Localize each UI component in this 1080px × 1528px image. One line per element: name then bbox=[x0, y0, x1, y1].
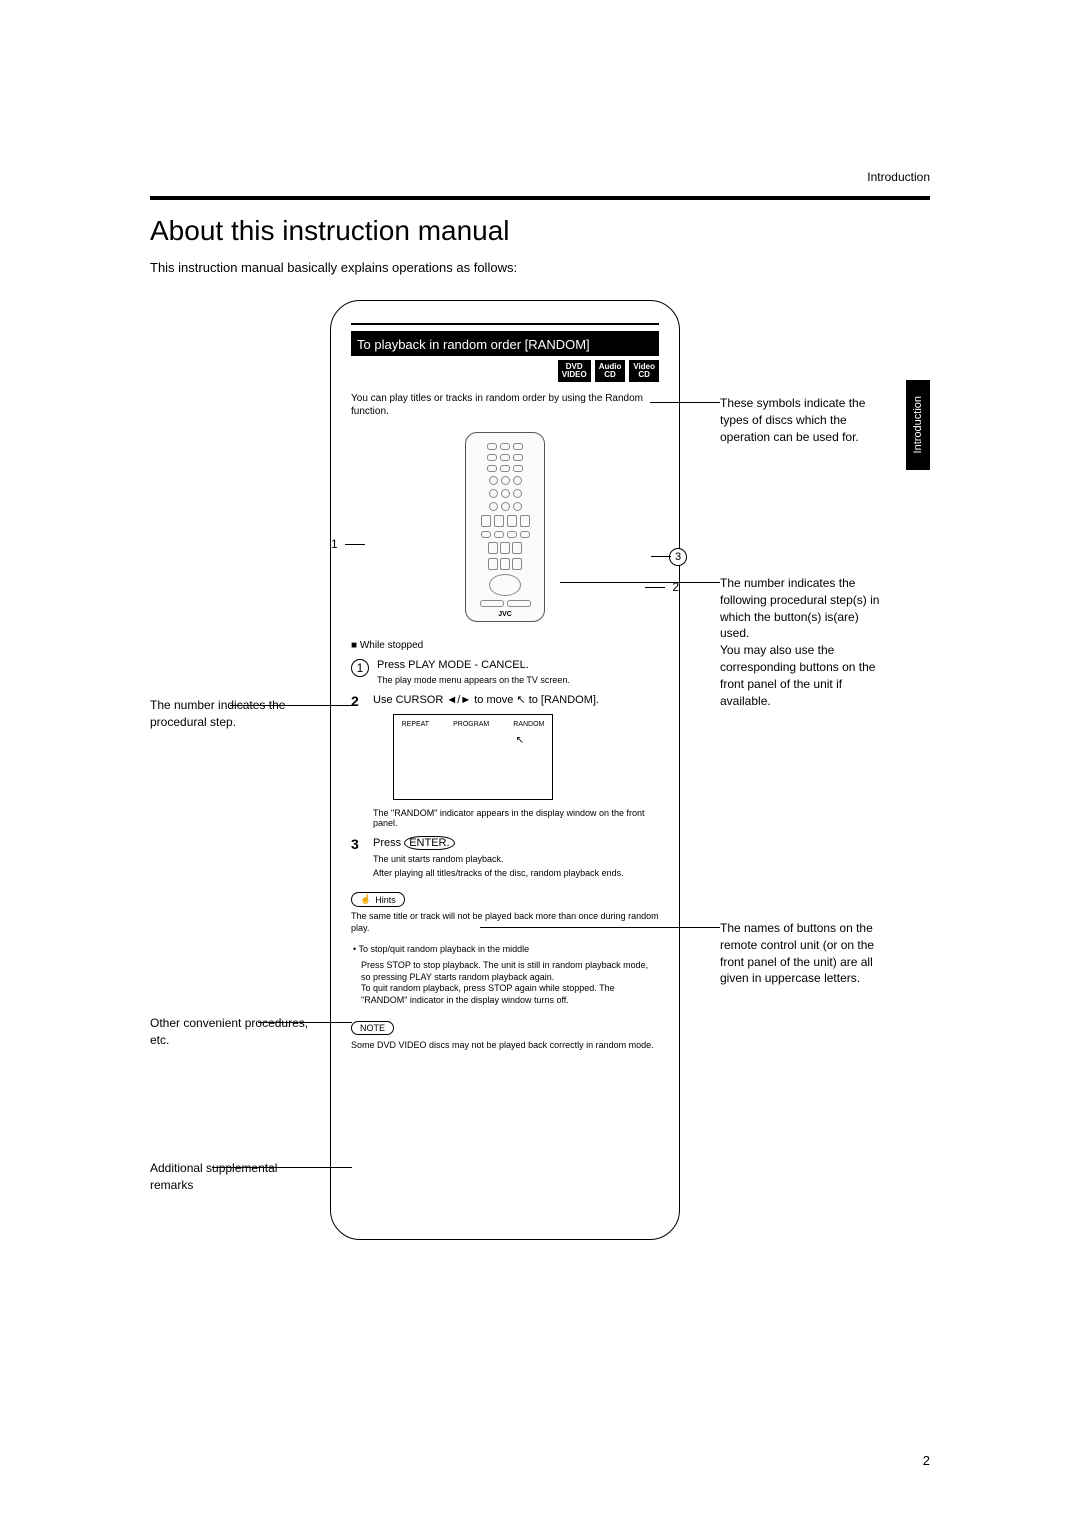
step-1: 1 Press PLAY MODE - CANCEL. The play mod… bbox=[351, 659, 659, 685]
enter-button-label: ENTER. bbox=[404, 836, 454, 850]
side-tab: Introduction bbox=[906, 380, 930, 470]
disc-badge-dvd: DVD VIDEO bbox=[558, 360, 591, 382]
remote-step-1: 1 bbox=[331, 537, 338, 551]
sample-box: To playback in random order [RANDOM] DVD… bbox=[330, 300, 680, 1240]
step-3-text-a: Press bbox=[373, 837, 404, 849]
callout-step-numbers: The number indicates the following proce… bbox=[720, 575, 890, 709]
disc-badge-row: DVD VIDEO Audio CD Video CD bbox=[351, 360, 659, 382]
hints-pill: ☝ Hints bbox=[351, 892, 405, 907]
callout-button-names: The names of buttons on the remote contr… bbox=[720, 920, 890, 987]
screen-label-random: RANDOM bbox=[513, 721, 544, 728]
cursor-arrow-icon: ↖ bbox=[516, 735, 524, 746]
step-2: 2 Use CURSOR ◄/► to move ↖ to [RANDOM]. … bbox=[351, 693, 659, 828]
step-2-text-b: to [RANDOM]. bbox=[529, 694, 599, 706]
hints-text: The same title or track will not be play… bbox=[351, 911, 659, 934]
hints-label: Hints bbox=[375, 895, 396, 905]
page-number: 2 bbox=[923, 1453, 930, 1468]
callout-other-procedures: Other convenient procedures, etc. bbox=[150, 1015, 320, 1049]
hint-icon: ☝ bbox=[360, 894, 371, 905]
disc-badge-video: Video CD bbox=[629, 360, 659, 382]
step-3-number: 3 bbox=[351, 836, 365, 878]
remote-illustration: JVC 1 3 2 bbox=[351, 432, 659, 622]
subtitle: This instruction manual basically explai… bbox=[150, 260, 517, 275]
callout-remarks: Additional supplemental remarks bbox=[150, 1160, 320, 1194]
step-1-number: 1 bbox=[351, 659, 369, 677]
screen-label-program: PROGRAM bbox=[453, 721, 489, 728]
sample-intro: You can play titles or tracks in random … bbox=[351, 392, 659, 418]
divider bbox=[150, 196, 930, 200]
step-2-text-a: Use CURSOR ◄/► to move bbox=[373, 694, 516, 706]
step-3: 3 Press ENTER. The unit starts random pl… bbox=[351, 836, 659, 878]
remote-brand: JVC bbox=[474, 611, 536, 618]
step-3-note-2: After playing all titles/tracks of the d… bbox=[373, 868, 624, 878]
tv-screen-icon: REPEAT PROGRAM RANDOM ↖ bbox=[393, 714, 553, 800]
note-pill: NOTE bbox=[351, 1021, 394, 1035]
remote-control-icon: JVC bbox=[465, 432, 545, 622]
disc-badge-audio: Audio CD bbox=[595, 360, 626, 382]
bullet-title: • To stop/quit random playback in the mi… bbox=[351, 944, 659, 956]
chapter-label: Introduction bbox=[867, 170, 930, 184]
side-tab-label: Introduction bbox=[912, 396, 924, 453]
remote-step-3: 3 bbox=[669, 548, 687, 566]
screen-label-repeat: REPEAT bbox=[402, 721, 430, 728]
step-2-after: The "RANDOM" indicator appears in the di… bbox=[373, 808, 659, 828]
cursor-icon: ↖ bbox=[516, 694, 525, 706]
note-text: Some DVD VIDEO discs may not be played b… bbox=[351, 1040, 659, 1052]
step-3-note-1: The unit starts random playback. bbox=[373, 854, 624, 864]
sample-header: To playback in random order [RANDOM] bbox=[351, 331, 659, 356]
callout-procedural-step: The number indicates the procedural step… bbox=[150, 697, 320, 731]
step-1-text: Press PLAY MODE - CANCEL. bbox=[377, 659, 570, 671]
step-1-note: The play mode menu appears on the TV scr… bbox=[377, 675, 570, 685]
step-2-number: 2 bbox=[351, 693, 365, 828]
sub-heading: While stopped bbox=[351, 640, 659, 651]
page-title: About this instruction manual bbox=[150, 215, 510, 247]
bullet-body: Press STOP to stop playback. The unit is… bbox=[351, 960, 659, 1007]
callout-disc-symbols: These symbols indicate the types of disc… bbox=[720, 395, 890, 445]
